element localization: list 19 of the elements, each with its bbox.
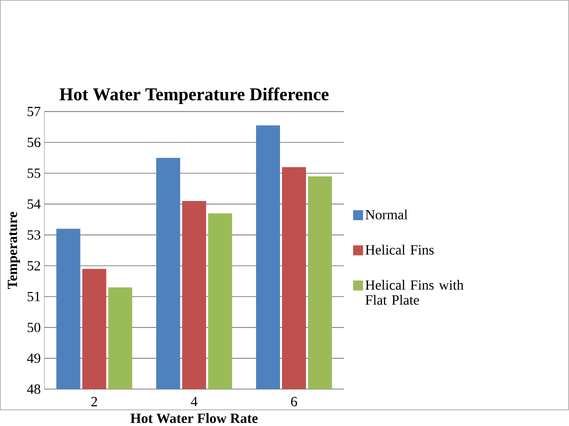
legend-label: Helical Fins: [365, 244, 434, 254]
y-tick-label: 55: [28, 168, 40, 178]
x-axis-title: Hot Water Flow Rate: [130, 412, 258, 423]
y-tick-label: 57: [28, 106, 40, 116]
y-tick-label: 56: [28, 137, 40, 147]
y-tick-label: 53: [28, 230, 40, 240]
y-tick-label: 48: [27, 384, 40, 394]
y-tick-label: 52: [28, 260, 40, 270]
x-tick-label: 4: [190, 396, 198, 406]
y-tick-label: 51: [28, 292, 40, 302]
legend-label: Normal: [365, 209, 408, 220]
x-tick-label: 6: [291, 396, 298, 406]
x-tick-label: 2: [91, 396, 97, 406]
chart-title: Hot Water Temperature Difference: [60, 87, 329, 104]
y-tick-label: 50: [28, 322, 40, 332]
y-tick-label: 49: [27, 353, 40, 363]
legend-label: Helical Fins with Flat Plate: [365, 280, 464, 305]
y-axis-title: Temperature: [8, 212, 20, 289]
y-tick-label: 54: [28, 199, 41, 209]
